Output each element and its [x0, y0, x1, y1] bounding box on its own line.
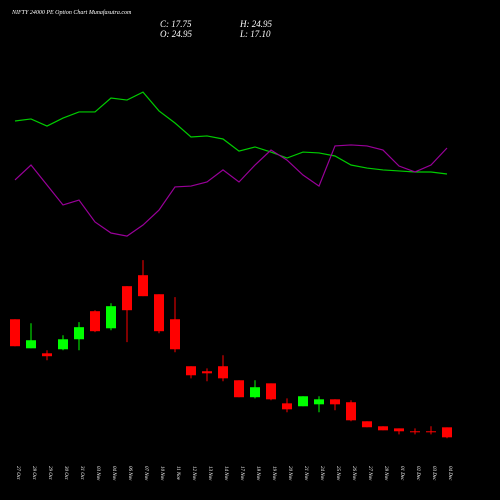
indicator-line	[14, 91, 448, 175]
high-label: H: 24.95	[239, 19, 272, 29]
candle-body	[138, 275, 148, 297]
x-tick-label: 28 Nov	[383, 466, 388, 481]
candle-body	[154, 294, 164, 332]
x-tick-label: 02 Dec	[415, 466, 420, 481]
x-tick-label: 01 Dec	[399, 466, 404, 481]
x-tick-label: 17 Nov	[239, 466, 244, 481]
x-tick-label: 21 Nov	[303, 466, 308, 481]
candle-body	[74, 327, 84, 340]
candle-body	[218, 366, 228, 379]
candle-body	[122, 286, 132, 311]
x-tick-label: 27 Nov	[367, 466, 372, 481]
candle-body	[58, 339, 68, 350]
x-tick-label: 13 Nov	[207, 466, 212, 481]
candle-body	[442, 427, 452, 438]
candle-body	[186, 366, 196, 376]
x-tick-label: 11 Nov	[175, 466, 180, 481]
candle-body	[346, 402, 356, 421]
x-tick-label: 30 Oct	[63, 466, 68, 480]
x-tick-label: 03 Nov	[95, 466, 100, 481]
candle-body	[426, 431, 436, 433]
x-tick-label: 28 Oct	[31, 466, 36, 480]
x-tick-label: 04 Nov	[111, 466, 116, 481]
candle-body	[330, 399, 340, 405]
candle-body	[266, 383, 276, 400]
candle-body	[202, 371, 212, 374]
x-tick-label: 24 Nov	[319, 466, 324, 481]
open-label: O: 24.95	[160, 29, 192, 39]
x-tick-label: 20 Nov	[287, 466, 292, 481]
candle-body	[378, 426, 388, 431]
close-label: C: 17.75	[160, 19, 192, 29]
candle-body	[10, 319, 20, 347]
candle-body	[234, 380, 244, 398]
x-tick-label: 19 Nov	[271, 466, 276, 481]
x-tick-label: 03 Dec	[431, 466, 436, 481]
candle-body	[26, 340, 36, 349]
low-label: L: 17.10	[239, 29, 271, 39]
indicator-line	[14, 144, 448, 237]
candle-body	[314, 399, 324, 405]
x-tick-label: 07 Nov	[143, 466, 148, 481]
x-tick-label: 27 Oct	[15, 466, 20, 480]
x-tick-label: 04 Dec	[447, 466, 452, 481]
candle-body	[106, 306, 116, 329]
candle-body	[90, 311, 100, 332]
chart-title: NIFTY 24000 PE Option Chart Munafasutra.…	[11, 9, 132, 16]
candle-body	[410, 431, 420, 433]
candle-body	[394, 428, 404, 432]
x-tick-label: 26 Nov	[351, 466, 356, 481]
x-tick-label: 31 Oct	[79, 466, 84, 480]
x-tick-label: 29 Oct	[47, 466, 52, 480]
x-tick-label: 18 Nov	[255, 466, 260, 481]
candle-body	[42, 353, 52, 357]
candle-body	[250, 387, 260, 398]
candle-body	[298, 396, 308, 407]
candle-body	[170, 319, 180, 350]
x-tick-label: 12 Nov	[191, 466, 196, 481]
x-tick-label: 06 Nov	[127, 466, 132, 481]
candle-body	[282, 403, 292, 410]
candle-body	[362, 421, 372, 428]
x-tick-label: 14 Nov	[223, 466, 228, 481]
x-tick-label: 10 Nov	[159, 466, 164, 481]
x-tick-label: 25 Nov	[335, 466, 340, 481]
